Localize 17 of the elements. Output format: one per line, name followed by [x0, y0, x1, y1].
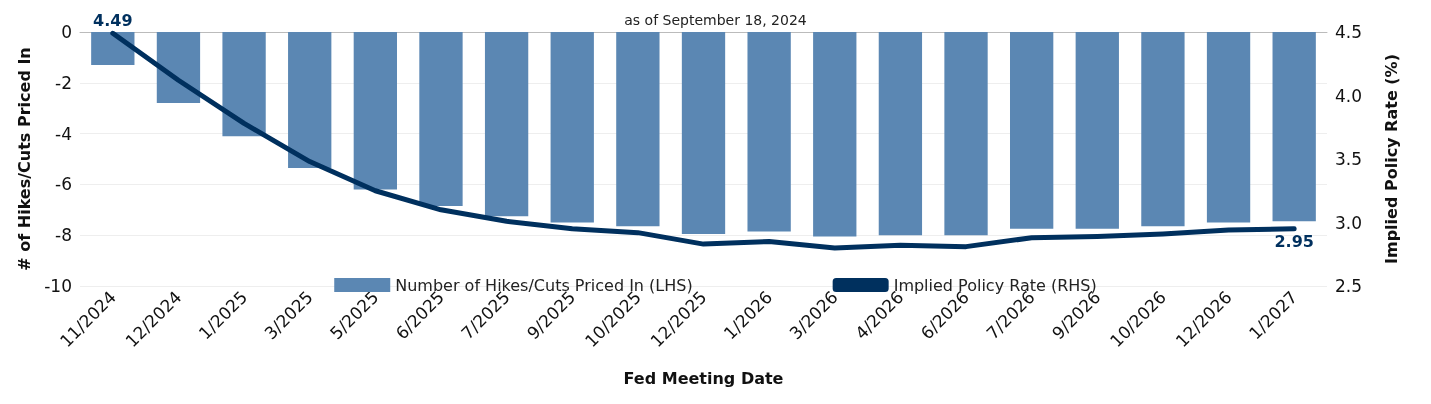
- y2-tick-label: 4.0: [1335, 85, 1363, 106]
- y2-tick-label: 3.5: [1335, 149, 1363, 169]
- y-tick-label: -6: [55, 174, 72, 195]
- y-tick-label: -2: [55, 72, 72, 93]
- y-tick-label: 0: [61, 22, 72, 42]
- y2-tick-label: 4.5: [1335, 22, 1363, 42]
- y2-axis-title: Implied Policy Rate (%): [1381, 54, 1401, 264]
- y-axis-title: # of Hikes/Cuts Priced In: [14, 47, 34, 271]
- x-axis-title: Fed Meeting Date: [623, 368, 784, 388]
- data-label: 4.49: [93, 10, 133, 30]
- y2-tick-label: 3.0: [1335, 212, 1363, 233]
- data-label: 2.95: [1274, 232, 1314, 252]
- y2-tick-label: 2.5: [1335, 276, 1363, 296]
- chart-subtitle: as of September 18, 2024: [624, 12, 807, 28]
- y-tick-label: -10: [44, 276, 72, 296]
- y-tick-label: -8: [55, 225, 72, 246]
- y-tick-label: -4: [55, 123, 72, 144]
